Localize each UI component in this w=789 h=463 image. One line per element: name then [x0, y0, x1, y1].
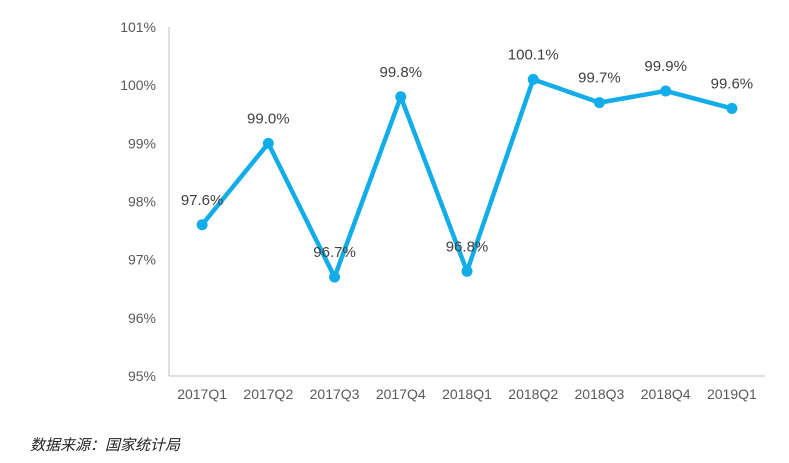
- data-points: [196, 73, 738, 283]
- y-tick-label: 99%: [128, 135, 156, 151]
- data-point: [660, 85, 672, 97]
- x-tick-label: 2018Q2: [508, 386, 558, 402]
- y-tick-label: 95%: [128, 368, 156, 384]
- source-note: 数据来源：国家统计局: [30, 436, 181, 454]
- data-label: 99.7%: [578, 70, 621, 87]
- data-label: 96.8%: [446, 238, 489, 255]
- data-point: [262, 137, 274, 149]
- y-tick-label: 98%: [128, 194, 156, 210]
- x-tick-label: 2017Q1: [177, 386, 227, 402]
- y-tick-label: 100%: [120, 77, 156, 93]
- line-chart: 95%96%97%98%99%100%101% 2017Q1 2017Q2 2017…: [120, 19, 765, 402]
- y-tick-label: 96%: [128, 310, 156, 326]
- data-label: 99.9%: [644, 58, 687, 75]
- x-tick-label: 2017Q4: [376, 386, 426, 402]
- y-axis-labels: 95% 96% 97% 98% 99% 100% 101%: [120, 19, 156, 384]
- x-tick-label: 2017Q2: [243, 386, 293, 402]
- data-label: 100.1%: [508, 46, 559, 63]
- x-tick-label: 2019Q1: [707, 386, 757, 402]
- y-tick-label: 101%: [120, 19, 156, 35]
- data-point: [593, 97, 605, 109]
- data-labels: 97.6% 99.0% 96.7% 99.8% 96.8% 100.1% 99.7% 99.9…: [181, 46, 753, 261]
- data-point: [461, 265, 473, 277]
- data-point: [329, 271, 341, 283]
- data-label: 97.6%: [181, 192, 224, 209]
- data-label: 99.6%: [711, 75, 754, 92]
- data-point: [395, 91, 407, 103]
- data-point: [196, 219, 208, 231]
- x-tick-label: 2017Q3: [310, 386, 360, 402]
- x-tick-label: 2018Q4: [641, 386, 691, 402]
- data-point: [527, 73, 539, 85]
- x-axis-labels: 2017Q1 2017Q2 2017Q3 2017Q4 2018Q1 2018Q2 2018…: [177, 386, 757, 402]
- x-tick-label: 2018Q3: [575, 386, 625, 402]
- data-label: 96.7%: [313, 244, 356, 261]
- data-point: [726, 102, 738, 114]
- data-label: 99.8%: [380, 64, 423, 81]
- x-tick-label: 2018Q1: [442, 386, 492, 402]
- y-tick-label: 97%: [128, 252, 156, 268]
- data-label: 99.0%: [247, 110, 290, 127]
